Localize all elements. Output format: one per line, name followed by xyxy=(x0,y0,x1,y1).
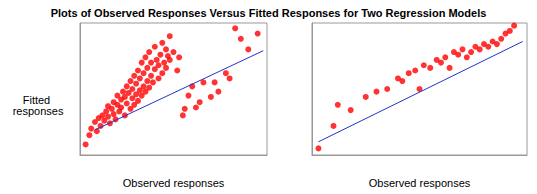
svg-text:Observed responses: Observed responses xyxy=(123,177,225,189)
svg-text:responses: responses xyxy=(13,105,64,117)
svg-text:Fitted: Fitted xyxy=(22,93,54,106)
svg-text:Plots of Observed Responses Ve: Plots of Observed Responses Versus Fitte… xyxy=(51,7,487,19)
svg-text:Observed responses: Observed responses xyxy=(369,177,471,189)
